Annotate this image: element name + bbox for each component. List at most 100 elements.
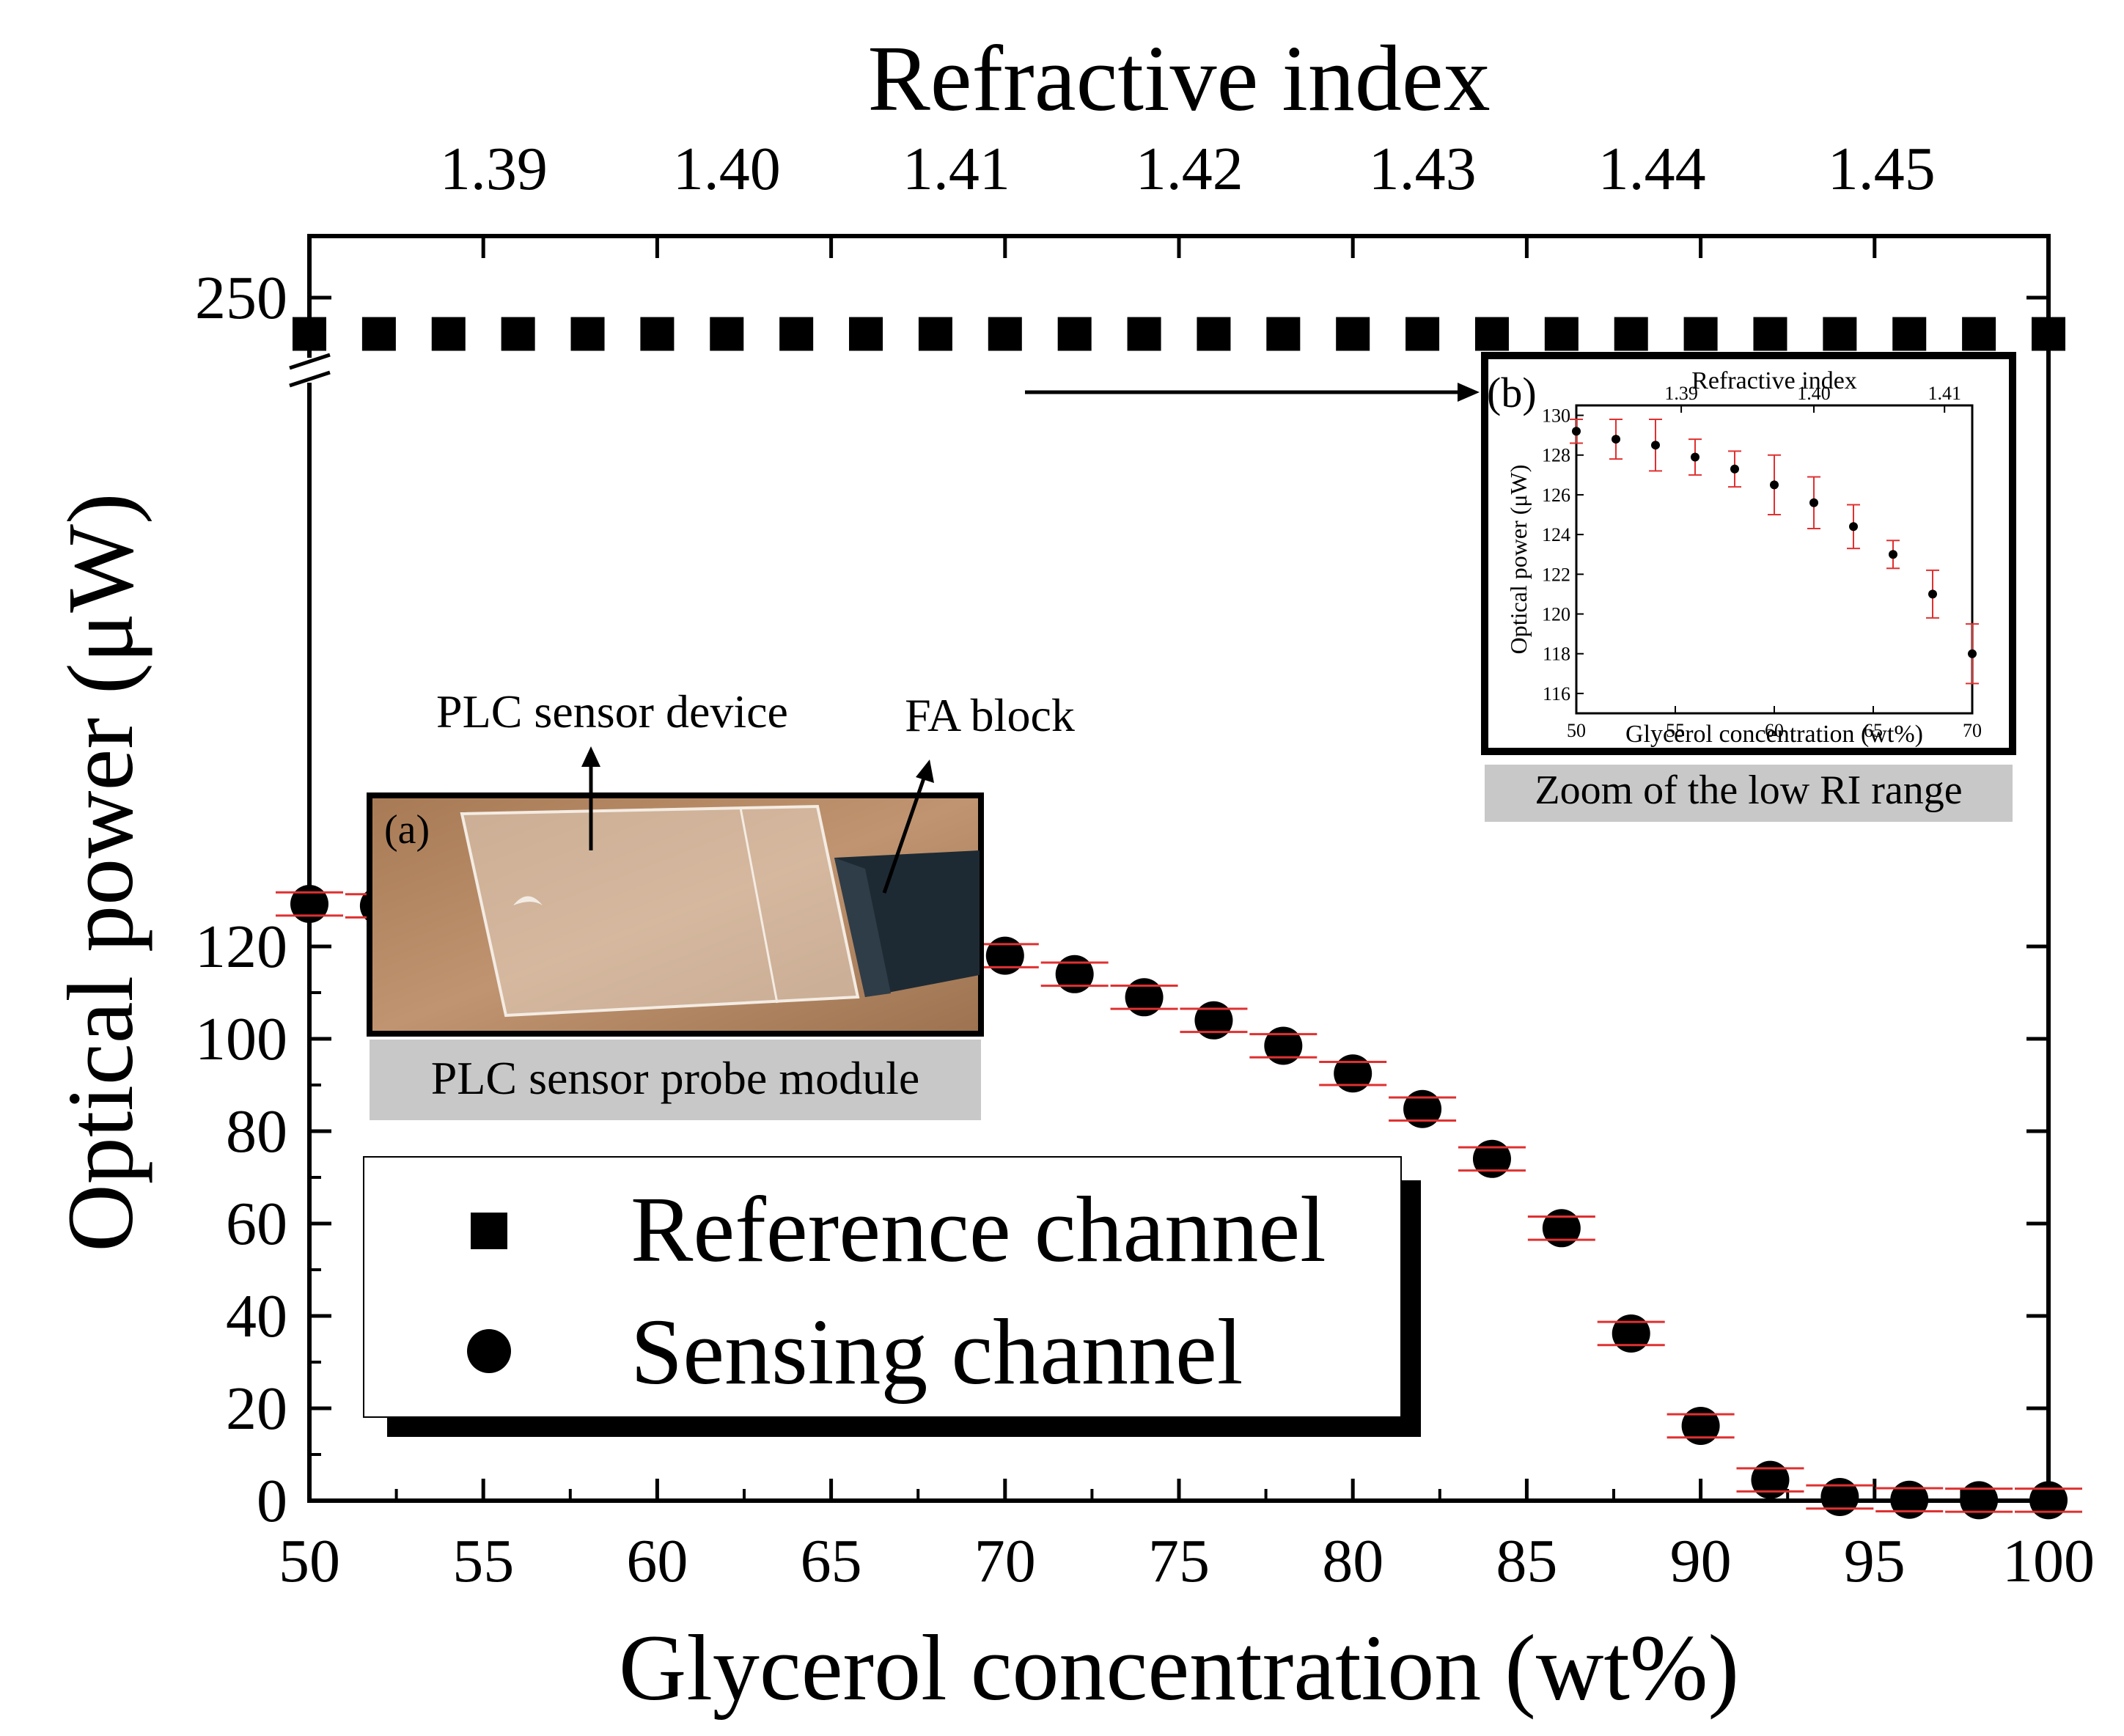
inset-x-tick-label: 50 xyxy=(1567,720,1586,741)
x-tick-label: 85 xyxy=(1496,1527,1557,1595)
zoom-arrow xyxy=(1025,383,1480,402)
inset-x-tick-label: 70 xyxy=(1963,720,1982,741)
inset-b-ylabel: Optical power (μW) xyxy=(1505,465,1532,655)
reference-point xyxy=(1614,317,1648,351)
inset-b-xlabel: Glycerol concentration (wt%) xyxy=(1625,721,1923,748)
inset-y-tick-label: 126 xyxy=(1542,485,1570,506)
legend-label-reference: Reference channel xyxy=(631,1177,1326,1281)
inset-y-tick-label: 130 xyxy=(1542,405,1570,427)
sensing-point xyxy=(1890,1480,1929,1519)
sensing-point xyxy=(1472,1139,1511,1178)
sensing-point xyxy=(1194,1001,1233,1040)
fa-block-side xyxy=(834,858,891,997)
inset-point xyxy=(1809,498,1818,507)
inset-a-photo: (a) PLC sensor probe module PLC sensor d… xyxy=(367,685,1075,1120)
reference-point xyxy=(1683,317,1718,351)
sensing-point xyxy=(290,885,328,924)
x-tick-label: 65 xyxy=(801,1527,862,1595)
reference-point xyxy=(1127,317,1161,351)
inset-a-label: (a) xyxy=(384,807,430,853)
inset-point xyxy=(1572,427,1581,436)
sensing-point xyxy=(1542,1209,1581,1248)
sensing-point xyxy=(1055,955,1094,993)
reference-point xyxy=(1197,317,1231,351)
x-tick-label: 95 xyxy=(1844,1527,1906,1595)
inset-x-tick-label: 65 xyxy=(1864,720,1883,741)
legend-marker-reference xyxy=(471,1213,507,1249)
x-tick-label: 60 xyxy=(626,1527,688,1595)
y-tick-label: 250 xyxy=(195,264,287,332)
plc-chip xyxy=(460,804,860,1018)
x-axis-title: Glycerol concentration (wt%) xyxy=(619,1616,1739,1720)
sensing-point xyxy=(1612,1314,1650,1353)
reference-point xyxy=(361,317,396,351)
inset-y-tick-label: 124 xyxy=(1542,524,1570,545)
reference-point xyxy=(431,317,466,351)
sensing-point xyxy=(1334,1054,1372,1093)
x-tick-label: 100 xyxy=(2002,1527,2095,1595)
reference-point xyxy=(293,317,326,351)
sensing-point xyxy=(1681,1406,1720,1445)
inset-a-caption-bg xyxy=(370,1040,981,1120)
sensing-point xyxy=(1960,1481,1999,1520)
y-axis-title: Optical power (μW) xyxy=(48,493,152,1251)
inset-point xyxy=(1730,464,1739,474)
reference-point xyxy=(779,317,814,351)
inset-top-tick-label: 1.40 xyxy=(1797,383,1831,404)
inset-top-tick-label: 1.41 xyxy=(1928,383,1961,404)
reference-point xyxy=(710,317,744,351)
inset-point xyxy=(1612,435,1620,444)
inset-point xyxy=(1691,452,1699,462)
sensing-point xyxy=(1264,1026,1303,1065)
reference-point xyxy=(1336,317,1370,351)
top-tick-label: 1.40 xyxy=(673,135,781,203)
reference-point xyxy=(501,317,535,351)
reference-point xyxy=(1405,317,1440,351)
inset-point xyxy=(1968,649,1977,658)
sensing-point xyxy=(2029,1481,2068,1520)
x-tick-label: 55 xyxy=(452,1527,514,1595)
arrow-plc-device xyxy=(581,746,600,850)
top-tick-label: 1.45 xyxy=(1828,135,1936,203)
reference-point xyxy=(1544,317,1579,351)
reference-point xyxy=(988,317,1022,351)
reference-point xyxy=(2032,317,2065,351)
sensing-point xyxy=(1751,1460,1790,1499)
top-tick-label: 1.43 xyxy=(1369,135,1477,203)
top-tick-label: 1.41 xyxy=(903,135,1010,203)
reference-point xyxy=(570,317,605,351)
inset-point xyxy=(1849,522,1858,532)
sensing-point xyxy=(1403,1089,1442,1128)
reference-point xyxy=(849,317,883,351)
arrow-fa-block xyxy=(882,760,934,894)
reference-point xyxy=(1892,317,1927,351)
reference-point xyxy=(1962,317,1996,351)
reference-point xyxy=(1474,317,1509,351)
annotation-fa-block: FA block xyxy=(905,689,1075,741)
x-tick-label: 90 xyxy=(1670,1527,1732,1595)
inset-y-tick-label: 128 xyxy=(1542,445,1570,466)
reference-point xyxy=(1057,317,1092,351)
sensing-point xyxy=(1125,978,1164,1017)
axis-break-line xyxy=(289,370,331,388)
top-tick-label: 1.44 xyxy=(1598,135,1706,203)
x-tick-label: 50 xyxy=(279,1527,340,1595)
y-tick-label: 80 xyxy=(226,1097,287,1166)
inset-point xyxy=(1651,441,1660,450)
sensing-point xyxy=(985,936,1024,975)
y-tick-label: 60 xyxy=(226,1190,287,1258)
legend-label-sensing: Sensing channel xyxy=(631,1300,1243,1404)
reference-point xyxy=(1823,317,1857,351)
inset-top-tick-label: 1.39 xyxy=(1664,383,1698,404)
reference-point xyxy=(1266,317,1301,351)
x-tick-label: 70 xyxy=(974,1527,1036,1595)
inset-y-tick-label: 116 xyxy=(1543,683,1570,705)
inset-y-tick-label: 118 xyxy=(1543,644,1570,665)
inset-x-tick-label: 55 xyxy=(1666,720,1685,741)
y-tick-label: 100 xyxy=(195,1005,287,1073)
inset-b-caption-bg xyxy=(1485,765,2013,822)
y-tick-label: 120 xyxy=(195,913,287,981)
y-tick-label: 20 xyxy=(226,1375,287,1443)
axis-break-line xyxy=(289,353,331,370)
